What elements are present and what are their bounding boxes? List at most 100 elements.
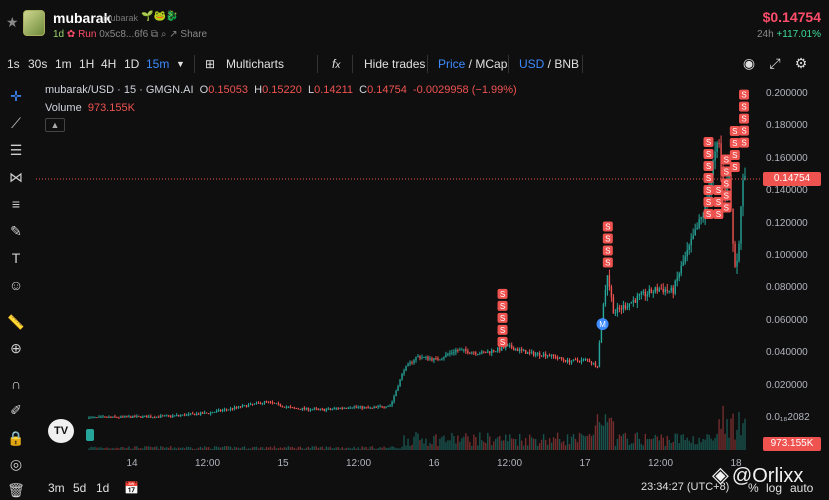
bnb-option[interactable]: BNB [554, 57, 580, 71]
volume-bar [138, 448, 140, 450]
calendar-icon[interactable]: 📅 [124, 481, 139, 495]
candle-body [353, 406, 355, 408]
candle-body [118, 417, 120, 419]
lock-draw-icon[interactable]: ✐ [10, 402, 22, 418]
indicators-icon[interactable]: fx [332, 57, 341, 71]
log-toggle[interactable]: log [766, 481, 783, 495]
interval-dropdown-icon[interactable]: ▼ [176, 59, 185, 69]
price-option[interactable]: Price [438, 57, 466, 71]
volume-bar [554, 438, 557, 450]
candle-body [184, 414, 186, 416]
currency-toggle[interactable]: USD / BNB [519, 57, 580, 71]
sell-marker-label: S [724, 167, 729, 176]
volume-bar [413, 436, 415, 450]
sell-marker [739, 113, 750, 124]
candle-body [223, 409, 226, 411]
volume-bar [720, 428, 722, 450]
interval-30s[interactable]: 30s [28, 57, 48, 71]
token-address[interactable]: 0x5c8...6f6 [99, 29, 149, 40]
price-mcap-toggle[interactable]: Price / MCap [438, 57, 508, 71]
magnet-icon[interactable]: ∩ [10, 376, 22, 392]
sell-marker [739, 89, 750, 100]
volume-bar [722, 405, 724, 450]
change-value: +117.01% [776, 29, 821, 40]
search-icon[interactable]: ⌕ [160, 29, 167, 40]
candle-body [195, 413, 198, 416]
tradingview-logo[interactable]: TV [48, 419, 74, 443]
auto-toggle[interactable]: auto [790, 481, 814, 495]
volume-bar [439, 438, 441, 450]
candle-body [680, 265, 682, 274]
fib-icon[interactable]: ≡ [11, 196, 21, 212]
interval-1h[interactable]: 1H [79, 57, 95, 71]
candle-body [301, 407, 304, 410]
volume-bar [231, 448, 234, 450]
volume-bar [497, 437, 499, 450]
price-axis[interactable]: 0.200000 0.180000 0.160000 0.140000 0.120000… [761, 80, 829, 455]
favorite-star-icon[interactable]: ★ [6, 14, 19, 30]
candle-body [367, 407, 369, 409]
percent-toggle[interactable]: % [748, 481, 759, 495]
volume-bar [321, 446, 323, 450]
candle-body [536, 353, 539, 355]
sell-marker [602, 221, 613, 232]
candle-body [217, 409, 220, 411]
crosshair-icon[interactable]: ✛ [10, 88, 22, 104]
candle-body [513, 348, 515, 351]
emoji-icon[interactable]: ☺ [8, 277, 24, 293]
volume-bar [180, 447, 182, 450]
candle-body [417, 356, 419, 358]
zoom-in-icon[interactable]: ⊕ [10, 340, 22, 356]
camera-icon[interactable]: ◉ [742, 55, 756, 71]
candle-body [166, 415, 168, 417]
fullscreen-icon[interactable]: ⤢ [769, 55, 781, 71]
y-tick-label: 0.080000 [766, 282, 808, 294]
volume-bar [383, 446, 385, 450]
mcap-option[interactable]: MCap [475, 57, 508, 71]
interval-1d[interactable]: 1D [124, 57, 140, 71]
eye-icon[interactable]: ◎ [9, 456, 23, 472]
hide-trades-button[interactable]: Hide trades [364, 57, 426, 71]
share-label[interactable]: Share [180, 29, 208, 40]
volume-bar [520, 440, 523, 450]
run-label: Run [78, 29, 97, 40]
interval-15m[interactable]: 15m [146, 57, 170, 71]
horizontal-lines-icon[interactable]: ☰ [9, 142, 23, 158]
volume-bar [664, 445, 666, 450]
range-1d[interactable]: 1d [96, 481, 110, 495]
time-axis[interactable]: 14 12:00 15 12:00 16 12:00 17 12:00 18 [36, 455, 761, 471]
range-3m[interactable]: 3m [48, 481, 65, 495]
trash-icon[interactable]: 🗑 [7, 482, 25, 498]
brush-icon[interactable]: ✎ [10, 223, 22, 239]
candle-body [499, 347, 501, 351]
multicharts-button[interactable]: Multicharts [226, 57, 285, 71]
volume-bar [540, 439, 543, 450]
interval-1m[interactable]: 1m [55, 57, 72, 71]
range-5d[interactable]: 5d [73, 481, 87, 495]
interval-4h[interactable]: 4H [101, 57, 117, 71]
volume-bar [744, 418, 746, 450]
volume-bar [108, 448, 110, 450]
trendline-icon[interactable]: ⟋ [11, 115, 21, 131]
multicharts-icon[interactable]: ⊞ [205, 57, 216, 71]
x-tick-label: 12:00 [194, 458, 221, 469]
volume-bar [542, 434, 545, 450]
copy-icon[interactable]: ⧉ [150, 29, 159, 40]
interval-1s[interactable]: 1s [7, 57, 20, 71]
text-icon[interactable]: T [11, 250, 21, 266]
token-age: 1d [53, 29, 65, 40]
settings-icon[interactable]: ⚙ [794, 55, 808, 71]
usd-option[interactable]: USD [519, 57, 545, 71]
lock-icon[interactable]: 🔒 [7, 430, 25, 446]
volume-bar [351, 448, 353, 450]
ruler-icon[interactable]: 📏 [7, 314, 25, 330]
volume-bar [459, 441, 461, 450]
pattern-icon[interactable]: ⋈ [9, 169, 23, 185]
collapse-legend-icon[interactable]: ▲ [45, 118, 65, 132]
share-icon[interactable]: ↗ [169, 29, 178, 40]
candle-body [347, 408, 349, 410]
volume-bar [431, 444, 433, 450]
open-label: O [199, 84, 209, 96]
current-price: $0.14754 [762, 9, 821, 25]
